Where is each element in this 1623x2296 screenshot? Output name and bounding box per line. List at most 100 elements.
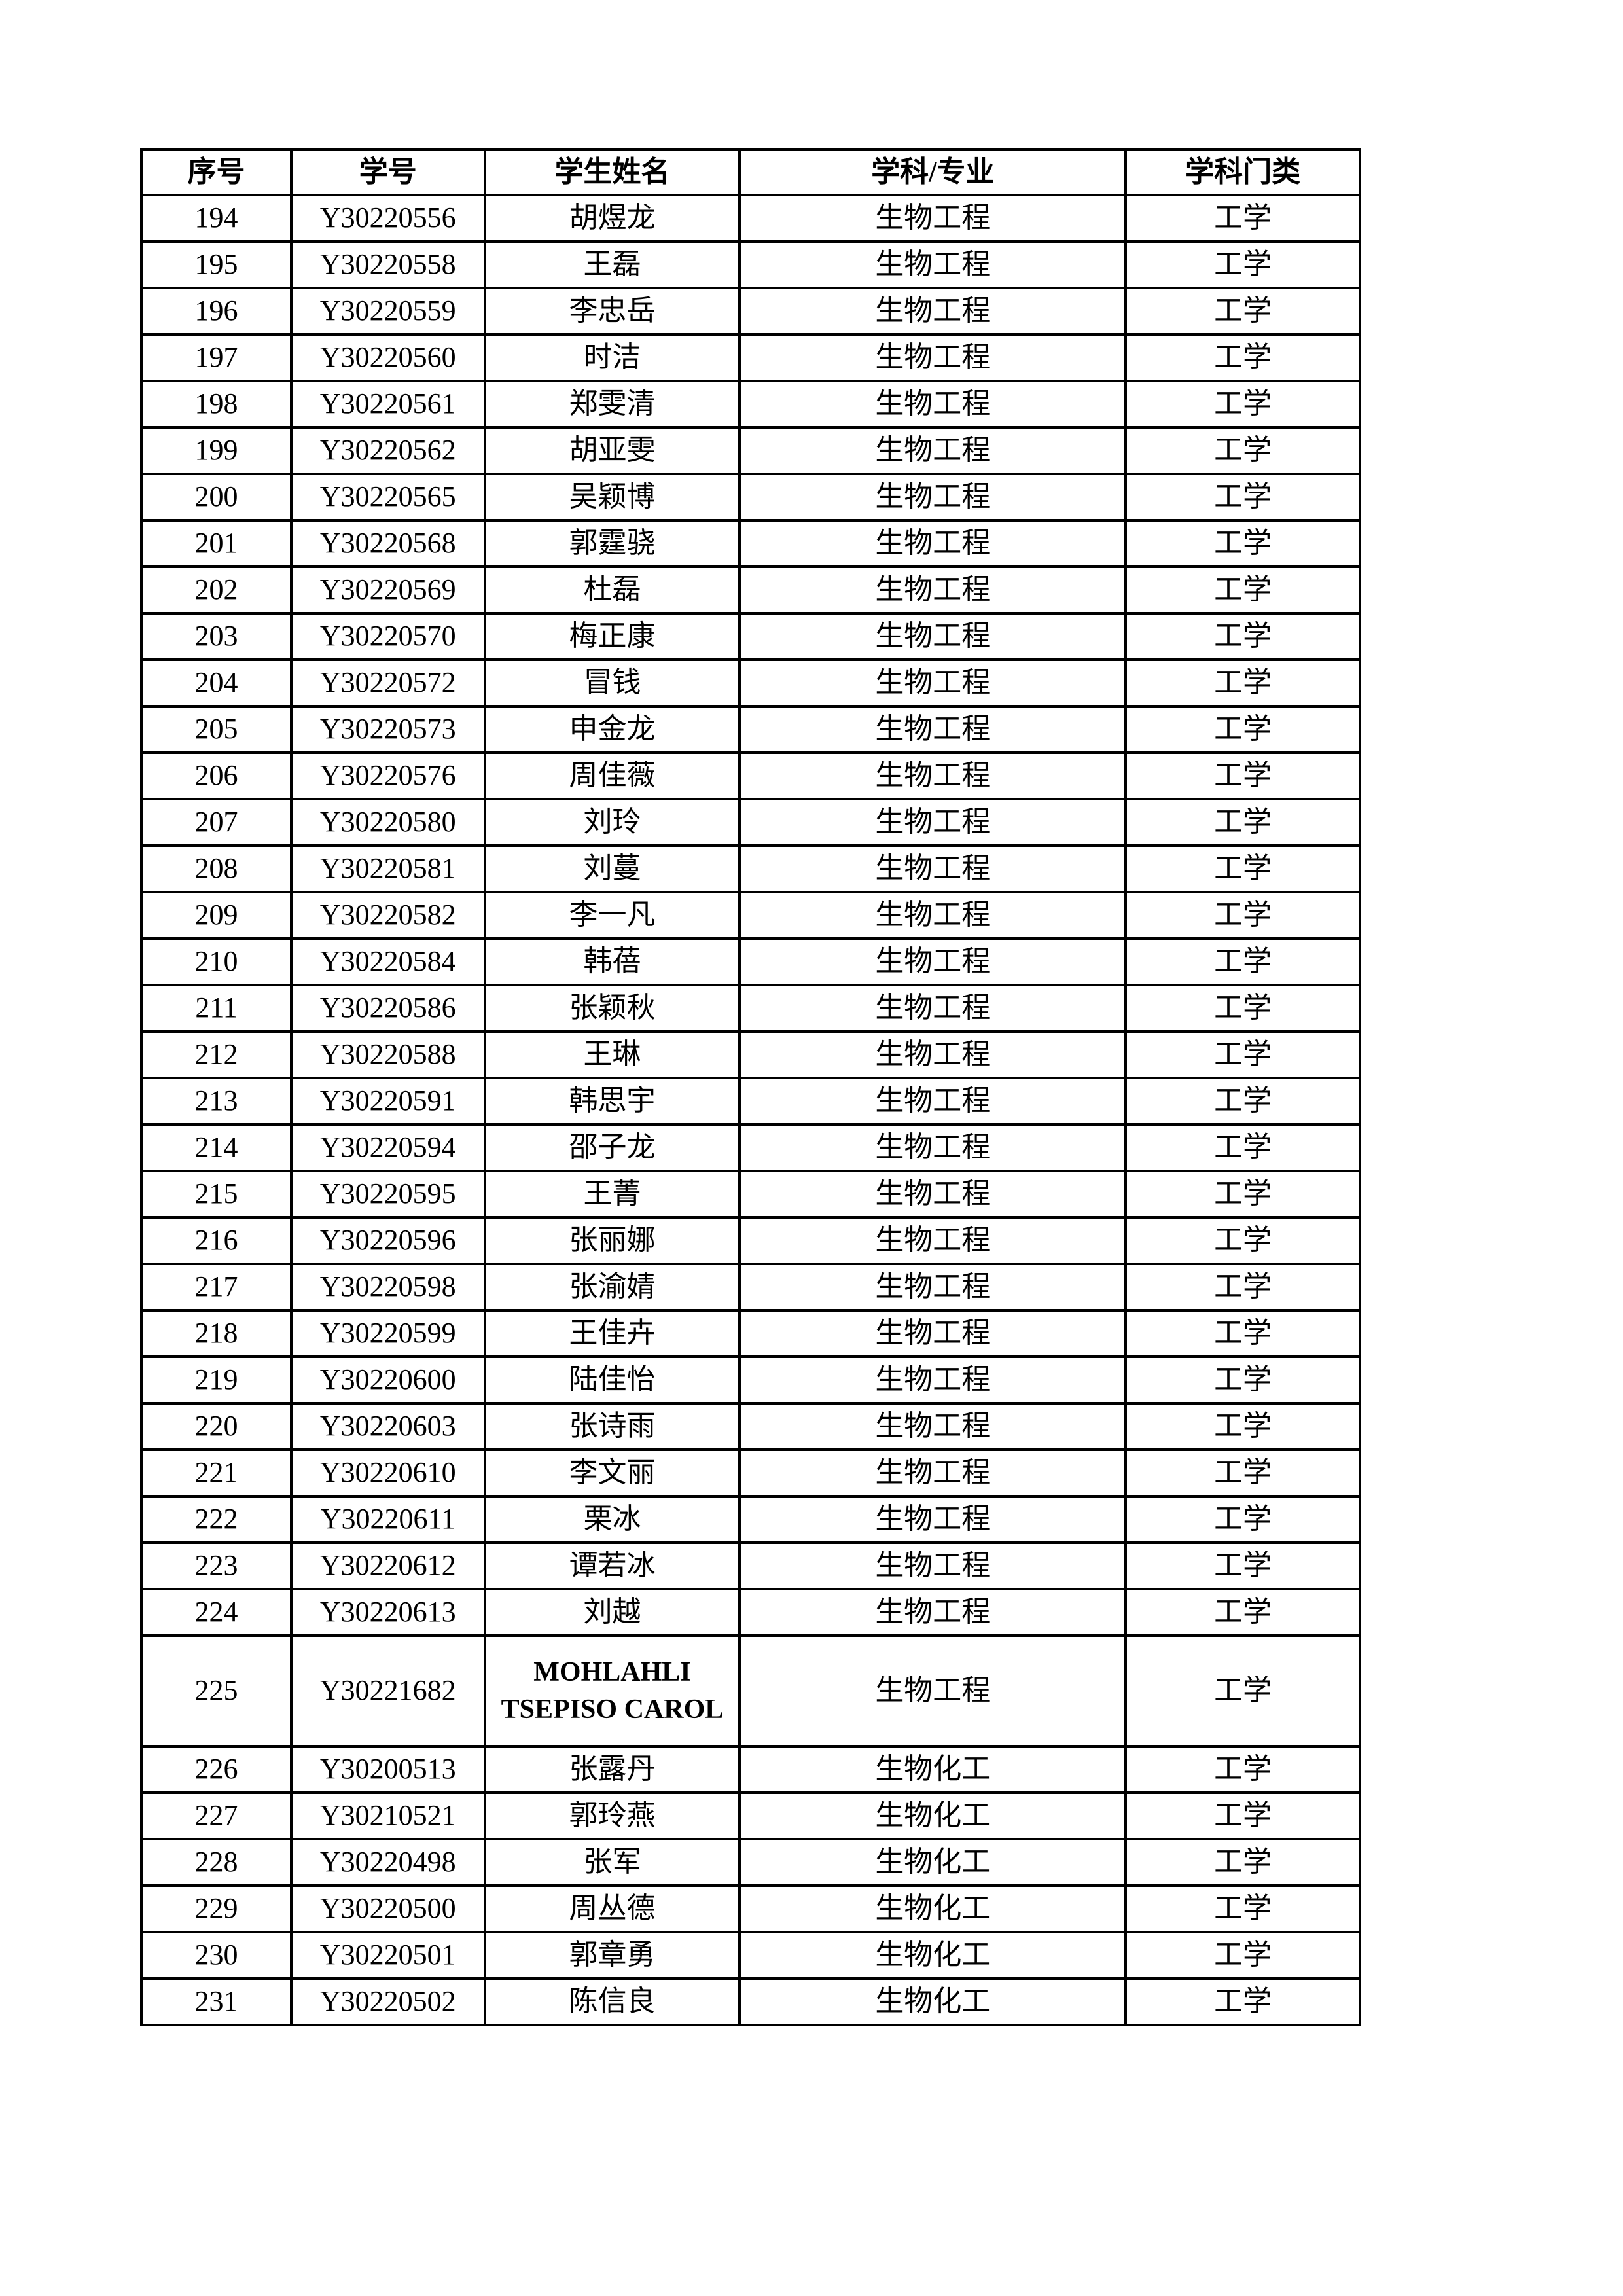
cell-discipline: 工学 (1124, 519, 1361, 568)
cell-major: 生物工程 (738, 473, 1128, 522)
cell-major: 生物工程 (738, 937, 1128, 986)
cell-discipline: 工学 (1124, 565, 1361, 615)
cell-discipline: 工学 (1124, 1123, 1361, 1172)
cell-discipline: 工学 (1124, 658, 1361, 708)
cell-index: 202 (139, 565, 293, 615)
table-row: 212 Y30220588 王琳 生物工程 工学 (139, 1030, 1361, 1079)
cell-index: 226 (139, 1745, 293, 1794)
cell-discipline: 工学 (1124, 1077, 1361, 1126)
table-row: 231 Y30220502 陈信良 生物化工 工学 (139, 1977, 1361, 2026)
cell-student-name: 邵子龙 (483, 1123, 741, 1172)
cell-student-id: Y30220560 (290, 333, 486, 382)
cell-student-id: Y30220568 (290, 519, 486, 568)
cell-discipline: 工学 (1124, 705, 1361, 754)
table-row: 222 Y30220611 栗冰 生物工程 工学 (139, 1495, 1361, 1544)
table-row: 196 Y30220559 李忠岳 生物工程 工学 (139, 287, 1361, 336)
table-row: 198 Y30220561 郑雯清 生物工程 工学 (139, 380, 1361, 429)
cell-discipline: 工学 (1124, 1402, 1361, 1451)
cell-index: 225 (139, 1634, 293, 1748)
table-row: 213 Y30220591 韩思宇 生物工程 工学 (139, 1077, 1361, 1126)
header-row: 序号 学号 学生姓名 学科/专业 学科门类 (139, 148, 1361, 196)
table-body: 194 Y30220556 胡煜龙 生物工程 工学 195 Y30220558 王磊 生物工程工… (139, 194, 1361, 2026)
cell-student-id: Y30220600 (290, 1355, 486, 1405)
cell-major: 生物工程 (738, 705, 1128, 754)
table-row: 219 Y30220600 陆佳怡 生物工程 工学 (139, 1355, 1361, 1405)
cell-student-name: 陈信良 (483, 1977, 741, 2026)
cell-student-name: 时洁 (483, 333, 741, 382)
cell-student-id: Y30220502 (290, 1977, 486, 2026)
table-row: 224 Y30220613 刘越 生物工程 工学 (139, 1588, 1361, 1637)
header-major: 学科/专业 (738, 148, 1128, 196)
cell-major: 生物工程 (738, 891, 1128, 940)
cell-student-name: 周丛德 (483, 1884, 741, 1933)
cell-discipline: 工学 (1124, 1634, 1361, 1748)
cell-index: 222 (139, 1495, 293, 1544)
cell-student-name: 谭若冰 (483, 1541, 741, 1590)
cell-major: 生物工程 (738, 1309, 1128, 1358)
cell-index: 208 (139, 844, 293, 893)
cell-major: 生物工程 (738, 751, 1128, 800)
cell-discipline: 工学 (1124, 844, 1361, 893)
cell-discipline: 工学 (1124, 1216, 1361, 1265)
cell-index: 218 (139, 1309, 293, 1358)
table-row: 230 Y30220501 郭章勇 生物化工 工学 (139, 1931, 1361, 1980)
header-student-name: 学生姓名 (483, 148, 741, 196)
table-row: 221 Y30220610 李文丽 生物工程 工学 (139, 1448, 1361, 1498)
cell-student-id: Y30220561 (290, 380, 486, 429)
table-row: 203 Y30220570 梅正康 生物工程 工学 (139, 612, 1361, 661)
cell-student-name: 刘越 (483, 1588, 741, 1637)
cell-discipline: 工学 (1124, 1448, 1361, 1498)
cell-student-id: Y30220613 (290, 1588, 486, 1637)
cell-index: 217 (139, 1263, 293, 1312)
cell-index: 209 (139, 891, 293, 940)
cell-student-name: 胡煜龙 (483, 194, 741, 243)
cell-major: 生物工程 (738, 240, 1128, 289)
cell-major: 生物工程 (738, 1448, 1128, 1498)
cell-student-id: Y30220588 (290, 1030, 486, 1079)
table-row: 216 Y30220596 张丽娜 生物工程 工学 (139, 1216, 1361, 1265)
cell-student-name: 王琳 (483, 1030, 741, 1079)
cell-student-id: Y30220610 (290, 1448, 486, 1498)
cell-student-name: 郑雯清 (483, 380, 741, 429)
cell-index: 214 (139, 1123, 293, 1172)
table-row: 204 Y30220572 冒钱 生物工程 工学 (139, 658, 1361, 708)
header-index: 序号 (139, 148, 293, 196)
cell-student-name: 张诗雨 (483, 1402, 741, 1451)
cell-student-name: 李一凡 (483, 891, 741, 940)
cell-index: 198 (139, 380, 293, 429)
cell-student-name: 张露丹 (483, 1745, 741, 1794)
cell-student-name: 李文丽 (483, 1448, 741, 1498)
cell-major: 生物工程 (738, 612, 1128, 661)
cell-major: 生物工程 (738, 1263, 1128, 1312)
cell-index: 203 (139, 612, 293, 661)
table-row: 214 Y30220594 邵子龙 生物工程 工学 (139, 1123, 1361, 1172)
table-row: 206 Y30220576 周佳薇 生物工程 工学 (139, 751, 1361, 800)
table-row: 209 Y30220582 李一凡 生物工程 工学 (139, 891, 1361, 940)
cell-index: 227 (139, 1791, 293, 1840)
cell-major: 生物工程 (738, 658, 1128, 708)
cell-discipline: 工学 (1124, 751, 1361, 800)
cell-discipline: 工学 (1124, 984, 1361, 1033)
cell-major: 生物工程 (738, 194, 1128, 243)
table-row: 227 Y30210521 郭玲燕 生物化工 工学 (139, 1791, 1361, 1840)
cell-major: 生物化工 (738, 1838, 1128, 1887)
cell-major: 生物工程 (738, 1402, 1128, 1451)
cell-index: 196 (139, 287, 293, 336)
cell-discipline: 工学 (1124, 1931, 1361, 1980)
cell-student-id: Y30210521 (290, 1791, 486, 1840)
cell-major: 生物工程 (738, 1541, 1128, 1590)
cell-index: 194 (139, 194, 293, 243)
table-row: 226 Y30200513 张露丹 生物化工 工学 (139, 1745, 1361, 1794)
cell-discipline: 工学 (1124, 1791, 1361, 1840)
cell-student-id: Y30200513 (290, 1745, 486, 1794)
cell-major: 生物工程 (738, 1216, 1128, 1265)
cell-discipline: 工学 (1124, 1541, 1361, 1590)
cell-index: 231 (139, 1977, 293, 2026)
cell-student-id: Y30220603 (290, 1402, 486, 1451)
cell-student-name: 张渝婧 (483, 1263, 741, 1312)
cell-index: 220 (139, 1402, 293, 1451)
cell-student-id: Y30220612 (290, 1541, 486, 1590)
cell-discipline: 工学 (1124, 1309, 1361, 1358)
cell-student-id: Y30220558 (290, 240, 486, 289)
cell-student-name: 王磊 (483, 240, 741, 289)
